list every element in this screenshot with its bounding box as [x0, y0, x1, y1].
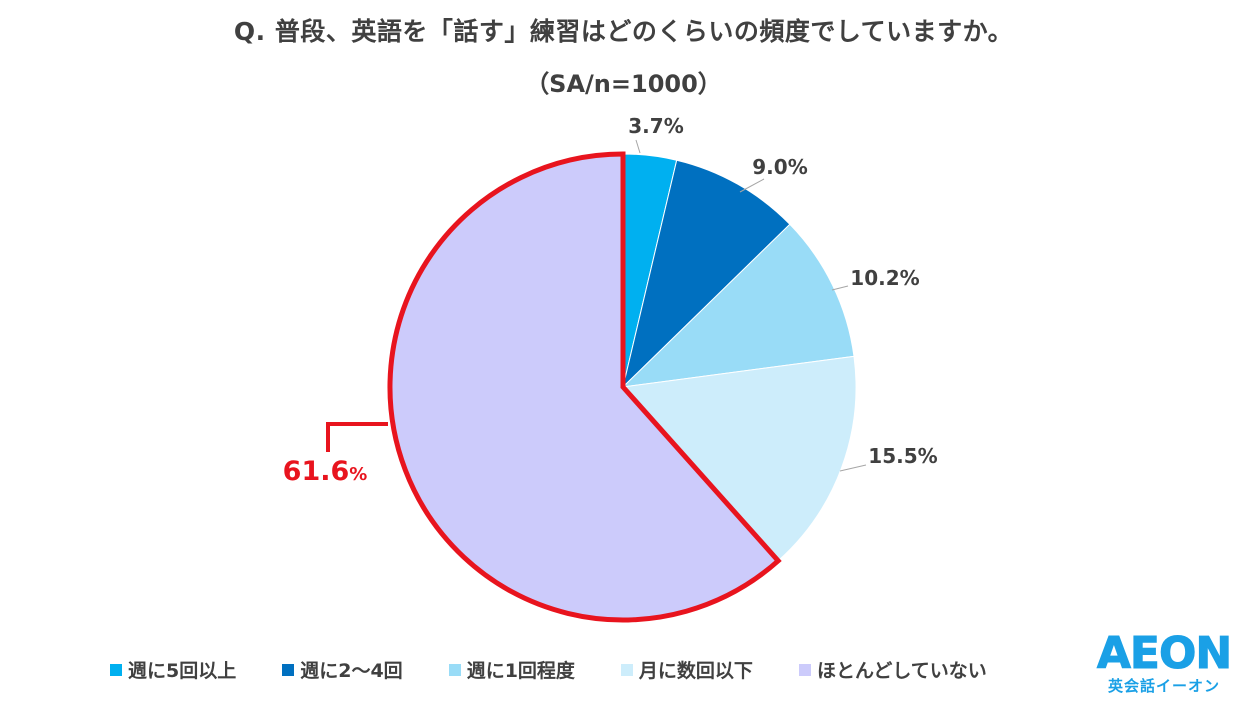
- legend-item-2: 週に2〜4回: [282, 656, 403, 683]
- legend-label: ほとんどしていない: [816, 660, 987, 682]
- aeon-logo: AEON 英会話イーオン: [1089, 628, 1239, 696]
- legend-swatch: [620, 663, 633, 676]
- legend-item-1: 週に5回以上: [110, 656, 236, 683]
- legend-item-4: 月に数回以下: [620, 656, 753, 683]
- legend-label: 週に2〜4回: [300, 660, 403, 682]
- legend-swatch: [110, 663, 122, 676]
- pie-slice-3: [621, 223, 855, 388]
- data-label-5: 61.6%: [283, 456, 368, 487]
- leader-line-4: [839, 464, 867, 472]
- pie-slice-2: [622, 159, 791, 389]
- data-label-3: 10.2%: [850, 266, 919, 290]
- legend-label: 月に数回以下: [638, 660, 753, 682]
- legend-swatch: [282, 663, 295, 676]
- data-label-2: 9.0%: [752, 155, 807, 179]
- legend-label: 週に5回以上: [128, 660, 237, 682]
- highlight-leader-line: [326, 422, 388, 452]
- logo-main-text: AEON: [1096, 628, 1232, 679]
- legend: 週に5回以上 週に2〜4回 週に1回程度 月に数回以下 ほとんどしていない: [110, 656, 1033, 683]
- leader-line-3: [831, 285, 849, 291]
- legend-item-5: ほとんどしていない: [798, 656, 987, 683]
- logo-sub-text: 英会話イーオン: [1107, 677, 1220, 695]
- data-label-1: 3.7%: [628, 114, 683, 138]
- leader-line-2: [739, 178, 765, 193]
- data-label-4: 15.5%: [868, 444, 937, 468]
- chart-title: Q. 普段、英語を「話す」練習はどのくらいの頻度でしていますか。: [233, 17, 1014, 46]
- highlight-outline: [387, 151, 782, 623]
- chart-subtitle: （SA/n=1000）: [525, 70, 722, 98]
- pie-slice-4: [621, 355, 857, 562]
- legend-label: 週に1回程度: [466, 660, 575, 682]
- legend-swatch: [448, 663, 461, 676]
- leader-line-1: [635, 139, 641, 154]
- legend-swatch: [798, 663, 811, 676]
- legend-item-3: 週に1回程度: [448, 656, 575, 683]
